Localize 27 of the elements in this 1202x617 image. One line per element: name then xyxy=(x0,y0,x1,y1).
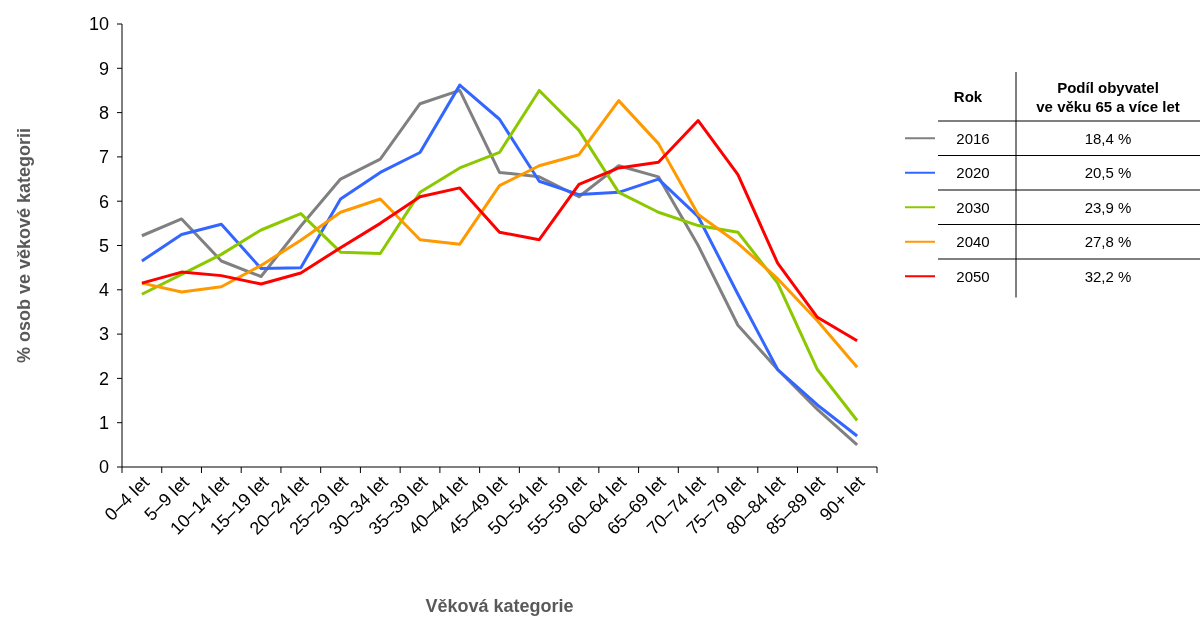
y-tick-label: 5 xyxy=(98,235,109,256)
y-tick-label: 8 xyxy=(98,102,109,123)
y-tick-label: 0 xyxy=(98,457,109,478)
line-series xyxy=(140,119,859,343)
text: Podíl obyvatel ve věku 65 a více let xyxy=(1036,79,1180,115)
y-tick-label: 3 xyxy=(98,324,109,345)
y-tick-label: 2 xyxy=(98,368,109,389)
y-axis-title: % osob ve věkové kategorii xyxy=(14,127,34,364)
text: 18,4 % xyxy=(1084,129,1132,147)
y-tick-label: 10 xyxy=(88,14,109,35)
legend-label: 2016 xyxy=(956,129,990,147)
legend-label: 2040 xyxy=(956,233,990,250)
legend-label: 2030 xyxy=(956,198,990,216)
y-tick-label: 7 xyxy=(98,147,109,168)
legend-title: Rok xyxy=(953,88,983,105)
y-tick-label: 6 xyxy=(98,191,109,212)
legend-label: 2020 xyxy=(956,164,990,181)
x-axis-title: Věková kategorie xyxy=(425,596,574,616)
line-series xyxy=(140,99,859,369)
legend-label: 2050 xyxy=(956,267,990,285)
y-tick-label: 9 xyxy=(98,58,109,79)
text: 23,9 % xyxy=(1084,198,1132,216)
y-tick-label: 4 xyxy=(98,280,109,301)
y-tick-label: 1 xyxy=(98,413,109,433)
text: 32,2 % xyxy=(1084,267,1132,285)
text: 20,5 % xyxy=(1084,164,1132,181)
text: 27,8 % xyxy=(1084,233,1132,250)
